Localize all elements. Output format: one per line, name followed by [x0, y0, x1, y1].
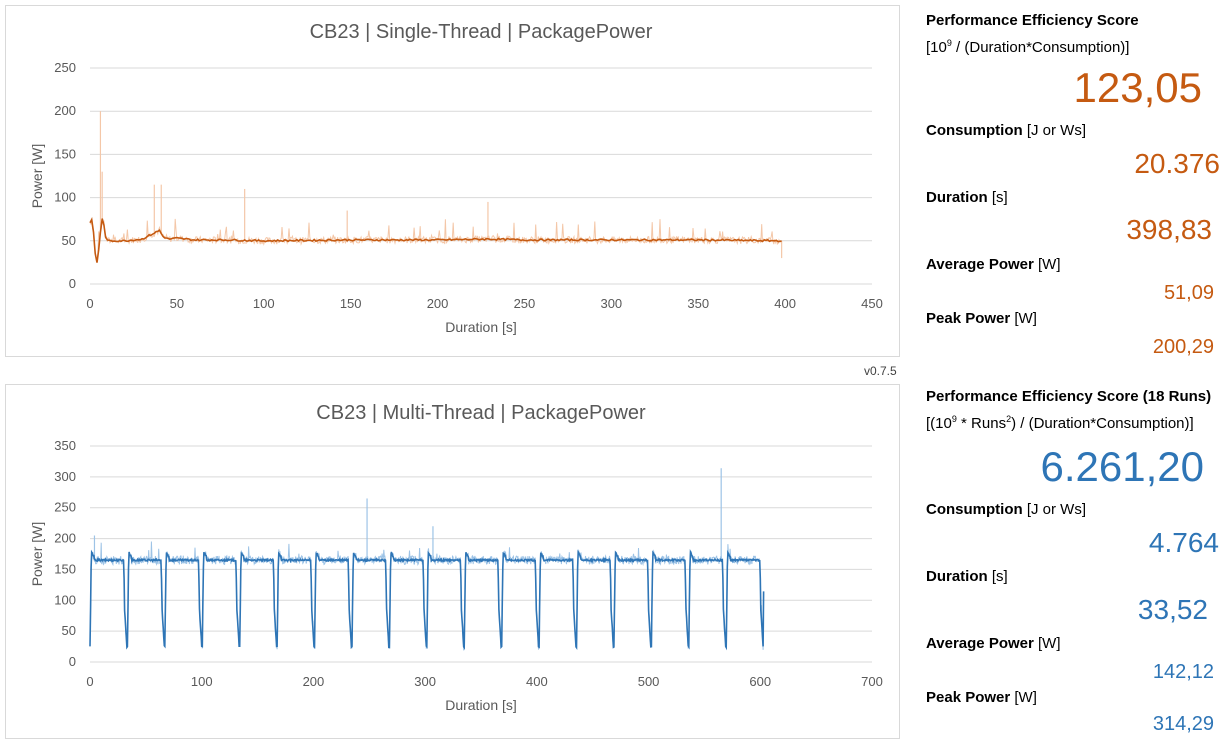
duration-label: Duration [s]: [926, 568, 1008, 585]
x-tick-label: 200: [303, 674, 325, 689]
score-value: 6.261,20: [1040, 443, 1205, 490]
consumption-value: 20.376: [1134, 148, 1220, 179]
y-tick-label: 150: [54, 146, 76, 161]
x-tick-label: 150: [340, 296, 362, 311]
multi-thread-chart: 0 50 100 150 200 250 300 350 0 100 200 300 400 500 600…: [5, 384, 900, 739]
y-tick-label: 200: [54, 103, 76, 118]
score-value: 123,05: [1073, 64, 1202, 111]
peak-power-label: Peak Power [W]: [926, 689, 1037, 706]
single-thread-stats: Performance Efficiency Score [109 / (Dur…: [926, 0, 1226, 370]
y-tick-label: 50: [62, 233, 76, 248]
score-label: Performance Efficiency Score: [926, 12, 1139, 29]
x-axis-label: Duration [s]: [445, 319, 517, 335]
y-tick-label: 250: [54, 60, 76, 75]
x-axis-label: Duration [s]: [445, 697, 517, 713]
score-label: Performance Efficiency Score (18 Runs): [926, 388, 1212, 405]
duration-label: Duration [s]: [926, 189, 1008, 206]
single-thread-chart: 0 50 100 150 200 250 0 50 100 150 200 250 300 350 400 4…: [5, 5, 900, 357]
consumption-label: Consumption [J or Ws]: [926, 122, 1086, 139]
duration-value: 398,83: [1126, 214, 1212, 245]
consumption-value: 4.764: [1148, 527, 1219, 558]
y-tick-label: 200: [54, 531, 76, 546]
y-tick-label: 250: [54, 500, 76, 515]
version-label: v0.7.5: [864, 364, 897, 378]
x-tick-label: 100: [191, 674, 213, 689]
chart-title: CB23 | Single-Thread | PackagePower: [310, 21, 653, 43]
peak-power-label: Peak Power [W]: [926, 310, 1037, 327]
chart-title: CB23 | Multi-Thread | PackagePower: [316, 402, 646, 424]
y-tick-label: 0: [69, 276, 76, 291]
peak-power-value: 314,29: [1152, 713, 1214, 735]
x-tick-label: 350: [687, 296, 709, 311]
raw-power-series: [89, 218, 783, 262]
score-formula: [109 / (Duration*Consumption)]: [926, 38, 1130, 56]
y-tick-label: 300: [54, 469, 76, 484]
y-tick-label: 100: [54, 592, 76, 607]
y-axis-label: Power [W]: [29, 522, 45, 587]
duration-value: 33,52: [1137, 594, 1208, 625]
peak-power-value: 200,29: [1152, 336, 1214, 358]
x-tick-label: 500: [638, 674, 660, 689]
multi-thread-chart-svg: 0 50 100 150 200 250 300 350 0 100 200 300 400 500 600…: [29, 402, 883, 713]
x-tick-label: 700: [861, 674, 883, 689]
y-tick-label: 50: [62, 623, 76, 638]
single-thread-chart-svg: 0 50 100 150 200 250 0 50 100 150 200 250 300 350 400 4…: [29, 21, 883, 335]
avg-power-series: [89, 549, 765, 651]
avg-power-label: Average Power [W]: [926, 256, 1061, 273]
avg-power-label: Average Power [W]: [926, 635, 1061, 652]
score-formula: [(109 * Runs2) / (Duration*Consumption)]: [926, 414, 1194, 432]
multi-thread-stats: Performance Efficiency Score (18 Runs) […: [926, 0, 1226, 745]
x-tick-label: 400: [526, 674, 548, 689]
x-tick-label: 450: [861, 296, 883, 311]
x-tick-label: 600: [749, 674, 771, 689]
y-tick-label: 100: [54, 190, 76, 205]
x-tick-label: 200: [427, 296, 449, 311]
avg-power-value: 142,12: [1152, 661, 1214, 683]
y-axis-label: Power [W]: [29, 144, 45, 209]
y-tick-label: 150: [54, 561, 76, 576]
y-tick-label: 0: [69, 654, 76, 669]
x-tick-label: 250: [514, 296, 536, 311]
avg-power-value: 51,09: [1163, 282, 1214, 304]
x-tick-label: 0: [86, 674, 93, 689]
consumption-label: Consumption [J or Ws]: [926, 501, 1086, 518]
x-tick-label: 300: [414, 674, 436, 689]
avg-power-series: [89, 216, 782, 263]
x-tick-label: 50: [170, 296, 184, 311]
x-tick-label: 100: [253, 296, 275, 311]
x-tick-label: 300: [600, 296, 622, 311]
y-tick-label: 350: [54, 438, 76, 453]
x-tick-label: 400: [774, 296, 796, 311]
x-tick-label: 0: [86, 296, 93, 311]
